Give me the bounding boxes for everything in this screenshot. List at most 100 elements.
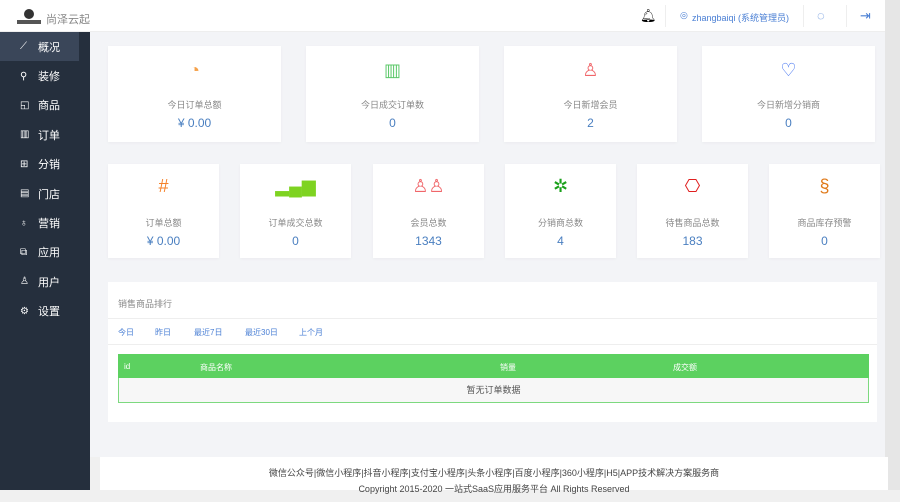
sidebar-item-0[interactable]: ⟋ 概况 — [0, 32, 79, 62]
sidebar-item-label: 用户 — [38, 276, 60, 289]
sidebar-item-9[interactable]: ⚙ 设置 — [0, 297, 90, 326]
stat-card[interactable]: ⎔ 待售商品总数 183 — [637, 164, 748, 258]
stat-label: 待售商品总数 — [665, 218, 720, 228]
top-header: 尚泽云起 🔔︎ zhangbaiqi (系统管理员) ◎ ◌ ⇥ — [0, 0, 885, 32]
stat-label: 分销商总数 — [537, 218, 583, 228]
sidebar-item-label: 商品 — [38, 100, 60, 113]
logo[interactable] — [14, 8, 44, 26]
stat-card[interactable]: ♙♙ 会员总数 1343 — [373, 164, 484, 258]
wrench-icon: ⚲ — [20, 70, 28, 82]
gift-icon: ⎔ — [684, 176, 701, 196]
chart-line-icon: ⟋ — [20, 41, 27, 53]
panel-title: 销售商品排行 — [118, 299, 173, 309]
scrollbar[interactable] — [885, 0, 900, 490]
bell-icon[interactable]: 🔔︎ — [640, 8, 657, 23]
logout-icon[interactable]: ⇥ — [860, 8, 871, 23]
bar-chart-icon: ▥ — [20, 129, 30, 141]
apps-icon: ⧉ — [20, 246, 28, 258]
sidebar: ⟋ 概况 ⚲ 装修 ◱ 商品 ▥ 订单 ⊞ 分销 ▤ 门店 ♁ 营销 ⧉ 应用 ♙ 用户 ⚙ 设置 — [0, 32, 90, 490]
sidebar-item-1[interactable]: ⚲ 装修 — [0, 61, 90, 90]
sidebar-item-8[interactable]: ♙ 用户 — [0, 267, 90, 296]
sidebar-item-6[interactable]: ♁ 营销 — [0, 208, 90, 237]
gear-icon: ⚙ — [20, 305, 29, 317]
stat-card[interactable]: ◔ 今日订单总额 ¥ 0.00 — [108, 46, 281, 142]
stat-value: 1343 — [415, 234, 442, 248]
sidebar-item-7[interactable]: ⧉ 应用 — [0, 238, 90, 267]
stat-value: 2 — [587, 116, 594, 130]
stat-label: 会员总数 — [410, 218, 447, 228]
brand-name: 尚泽云起 — [46, 14, 90, 26]
col-name: 商品名称 — [200, 363, 232, 372]
sidebar-item-label: 分销 — [38, 159, 60, 172]
divider — [846, 5, 847, 27]
table-header: id 商品名称 销量 成交额 — [118, 354, 869, 378]
divider — [108, 318, 877, 319]
bag-icon: ◱ — [20, 99, 30, 111]
stat-card[interactable]: ✲ 分销商总数 4 — [505, 164, 616, 258]
empty-row: 暂无订单数据 — [118, 378, 869, 403]
footer: 微信公众号|微信小程序|抖音小程序|支付宝小程序|头条小程序|百度小程序|360… — [100, 457, 888, 494]
footer-services: 微信公众号|微信小程序|抖音小程序|支付宝小程序|头条小程序|百度小程序|360… — [268, 468, 720, 478]
stat-card[interactable]: ▂▄▆ 订单成交总数 0 — [240, 164, 351, 258]
stat-value: 0 — [292, 234, 299, 248]
divider — [803, 5, 804, 27]
stat-card[interactable]: § 商品库存预警 0 — [769, 164, 880, 258]
stat-value: ¥ 0.00 — [146, 234, 181, 248]
check-circle-icon: ◎ — [680, 10, 688, 20]
tab-30days[interactable]: 最近30日 — [245, 328, 278, 337]
sales-ranking-panel: 销售商品排行 今日 昨日 最近7日 最近30日 上个月 id 商品名称 销量 成… — [108, 282, 877, 422]
users-icon: ♙♙ — [412, 176, 445, 196]
sidebar-item-label: 门店 — [38, 188, 60, 201]
pie-chart-icon: ◔ — [189, 60, 200, 80]
stat-card[interactable]: ▥ 今日成交订单数 0 — [306, 46, 479, 142]
user-icon: ♙ — [20, 276, 29, 288]
stat-value: 183 — [682, 234, 703, 248]
stat-card[interactable]: ♙ 今日新增会员 2 — [504, 46, 677, 142]
stat-value: 0 — [821, 234, 828, 248]
store-icon: ▤ — [20, 188, 30, 200]
sidebar-item-4[interactable]: ⊞ 分销 — [0, 150, 90, 179]
hashtag-icon: # — [158, 176, 169, 196]
refresh-icon[interactable]: ◌ — [817, 8, 825, 23]
tab-today[interactable]: 今日 — [118, 328, 134, 337]
stat-label: 商品库存预警 — [797, 218, 852, 228]
stat-value: 0 — [785, 116, 792, 130]
stat-card[interactable]: ♡ 今日新增分销商 0 — [702, 46, 875, 142]
stat-value: 4 — [557, 234, 564, 248]
sidebar-item-label: 装修 — [38, 71, 60, 84]
stat-label: 今日成交订单数 — [360, 100, 424, 110]
divider — [665, 5, 666, 27]
network-icon: ✲ — [552, 176, 569, 196]
stat-label: 今日新增会员 — [563, 100, 618, 110]
tab-last-month[interactable]: 上个月 — [299, 328, 323, 337]
sidebar-item-2[interactable]: ◱ 商品 — [0, 91, 90, 120]
tab-yesterday[interactable]: 昨日 — [155, 328, 171, 337]
sidebar-item-3[interactable]: ▥ 订单 — [0, 120, 90, 149]
sidebar-item-5[interactable]: ▤ 门店 — [0, 179, 90, 208]
tab-7days[interactable]: 最近7日 — [194, 328, 223, 337]
bulb-icon: ♁ — [20, 217, 28, 229]
heart-icon: ♡ — [780, 60, 797, 80]
signal-icon: ▂▄▆ — [275, 176, 316, 196]
divider — [108, 344, 877, 345]
stat-label: 订单成交总数 — [268, 218, 323, 228]
user-icon: ♙ — [582, 60, 599, 80]
col-id: id — [124, 362, 131, 371]
stat-label: 今日新增分销商 — [756, 100, 820, 110]
stat-label: 今日订单总额 — [167, 100, 222, 110]
stat-label: 订单总额 — [145, 218, 182, 228]
bar-chart-icon: ▥ — [383, 60, 401, 80]
sidebar-item-label: 设置 — [38, 306, 60, 319]
stat-value: 0 — [389, 116, 396, 130]
stat-card[interactable]: # 订单总额 ¥ 0.00 — [108, 164, 219, 258]
stat-value: ¥ 0.00 — [177, 116, 212, 130]
share-icon: ⊞ — [20, 158, 29, 170]
sidebar-item-label: 概况 — [38, 41, 60, 54]
user-name[interactable]: zhangbaiqi (系统管理员) — [692, 13, 790, 23]
col-sales: 销量 — [500, 363, 516, 372]
col-amount: 成交额 — [673, 363, 697, 372]
footer-copyright: Copyright 2015-2020 一站式SaaS应用服务平台 All Ri… — [358, 484, 630, 494]
sidebar-item-label: 营销 — [38, 218, 60, 231]
sidebar-item-label: 应用 — [38, 247, 60, 260]
sidebar-item-label: 订单 — [38, 129, 60, 142]
